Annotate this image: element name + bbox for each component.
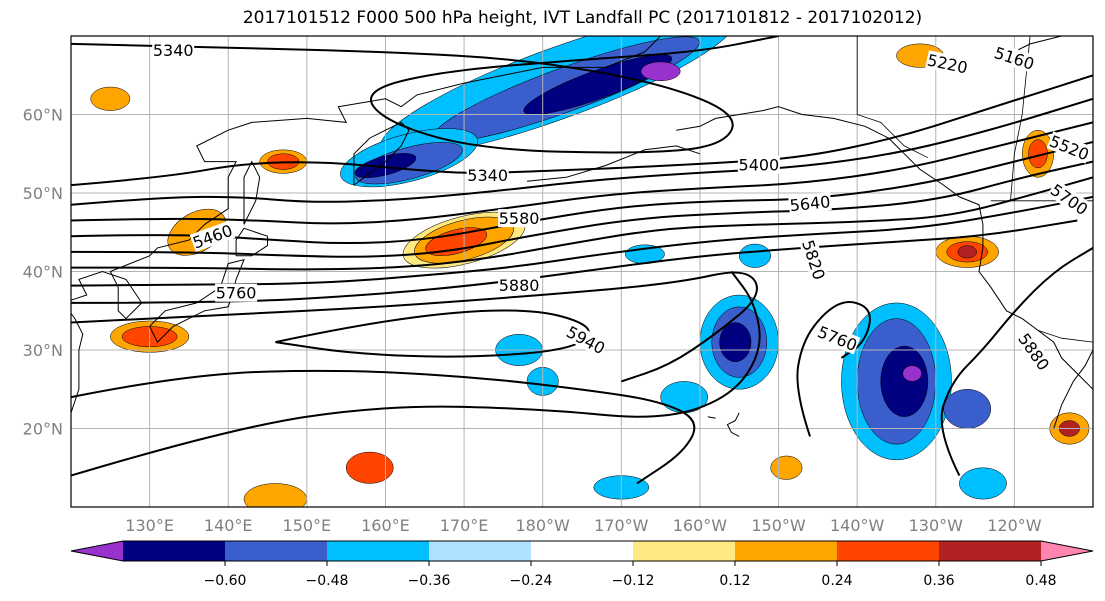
contour-label-group: 5880	[498, 275, 541, 295]
lon-tick-label: 180°W	[516, 516, 571, 535]
contour-label-bg	[498, 275, 541, 294]
contour-label-bg	[189, 220, 236, 252]
contour-label: 5400	[739, 156, 780, 175]
lat-tick-label: 20°N	[23, 420, 63, 439]
contour-label-bg	[991, 42, 1038, 74]
contour-label: 5340	[153, 41, 194, 60]
ivt-shade-37	[959, 467, 1007, 500]
contour-label-bg	[466, 165, 509, 184]
contour-label: 5520	[1047, 131, 1092, 164]
ivt-shade-36	[90, 86, 131, 111]
coastline	[726, 412, 740, 437]
contour-label-bg	[1047, 179, 1092, 219]
coastline	[353, 121, 410, 186]
contour-label-bg	[563, 321, 609, 358]
map-frame	[70, 35, 1094, 508]
country-border	[1010, 36, 1031, 201]
lon-tick-label: 130°W	[909, 516, 964, 535]
ivt-shade-14	[719, 322, 752, 363]
contour-label-bg	[788, 192, 832, 215]
ivt-shade-34	[738, 243, 771, 268]
ivt-shade-3	[640, 61, 681, 81]
ivt-shade-38	[345, 451, 394, 484]
ivt-shade-33	[943, 389, 992, 429]
contour-label-bg	[925, 50, 970, 77]
lon-tick-label: 170°E	[440, 516, 489, 535]
lon-tick-label: 140°W	[830, 516, 885, 535]
ivt-shade-9	[425, 227, 487, 256]
contour-label-group: 5340	[152, 41, 195, 60]
height-contour	[71, 219, 1078, 304]
contour-label-group: 5880	[1014, 329, 1054, 374]
ivt-shade-18	[902, 365, 922, 382]
height-contour	[71, 369, 696, 485]
height-contour	[71, 74, 1093, 187]
contour-label-bg	[1014, 329, 1054, 374]
contour-label-group: 5340	[466, 165, 509, 185]
contour-label-group: 5640	[788, 192, 832, 215]
height-contour	[71, 160, 1093, 258]
contour-label: 5640	[789, 192, 831, 215]
contour-label-group: 5580	[498, 209, 541, 228]
coastline	[71, 36, 661, 413]
lon-tick-label: 150°E	[283, 516, 332, 535]
lon-tick-label: 130°E	[125, 516, 174, 535]
contour-label-group: 5400	[737, 155, 780, 175]
contour-label-group: 5220	[925, 50, 970, 77]
height-contour	[71, 97, 1093, 206]
height-contour	[71, 195, 1093, 287]
contour-label-bg	[215, 283, 258, 302]
contour-label: 5880	[499, 276, 540, 295]
lon-tick-label: 170°W	[594, 516, 649, 535]
height-contour	[71, 121, 1093, 225]
coastline	[676, 106, 1093, 390]
contour-label: 5580	[499, 209, 540, 228]
height-contour	[71, 271, 758, 383]
contour-label-group: 5820	[798, 236, 829, 283]
contour-label: 5820	[798, 238, 829, 283]
height-contour	[940, 247, 1093, 477]
height-contour	[71, 176, 1093, 271]
coastline	[235, 227, 268, 257]
lat-tick-label: 60°N	[23, 106, 63, 125]
lon-tick-label: 120°W	[987, 516, 1042, 535]
height-contour	[71, 141, 1093, 245]
lat-tick-label: 50°N	[23, 184, 63, 203]
lat-tick-label: 30°N	[23, 341, 63, 360]
contour-label: 5220	[926, 50, 970, 77]
height-contour	[796, 300, 871, 437]
ivt-shade-41	[770, 455, 803, 480]
contour-label-bg	[152, 41, 195, 60]
country-border	[1037, 330, 1093, 343]
contour-label-group: 5700	[1047, 179, 1092, 219]
contour-label-bg	[798, 236, 829, 283]
coastline	[243, 160, 261, 225]
contour-label-bg	[498, 209, 541, 228]
height-contour	[71, 36, 779, 154]
height-contour	[71, 270, 761, 477]
lon-tick-label: 140°E	[204, 516, 253, 535]
lon-tick-label: 160°W	[673, 516, 728, 535]
lon-tick-label: 160°E	[361, 516, 410, 535]
coastline	[1053, 349, 1093, 429]
ivt-shade-17	[880, 345, 929, 417]
coastline	[526, 145, 701, 182]
ivt-shade-39	[243, 483, 308, 507]
contour-label: 5340	[467, 166, 508, 185]
coastline	[707, 416, 716, 419]
plot-title: 2017101512 F000 500 hPa height, IVT Land…	[242, 8, 923, 28]
contour-label: 5760	[216, 284, 257, 303]
contour-label-bg	[814, 322, 861, 355]
contour-label-bg	[737, 155, 780, 174]
contour-label-bg	[1046, 131, 1093, 164]
ivt-shade-21	[957, 245, 977, 259]
lon-tick-label: 150°W	[751, 516, 806, 535]
contour-label-group: 5760	[215, 283, 258, 303]
lat-tick-label: 40°N	[23, 263, 63, 282]
